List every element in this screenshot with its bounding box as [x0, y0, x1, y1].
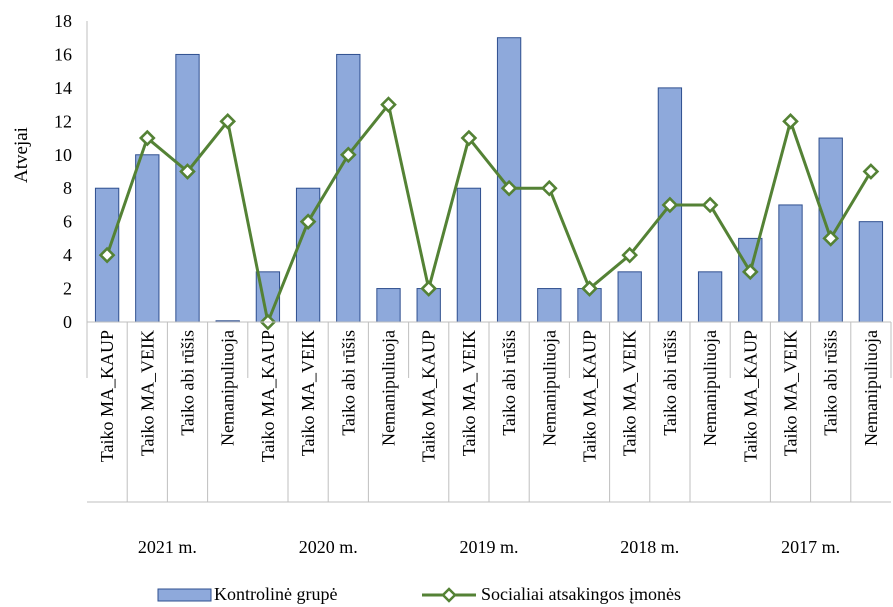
- line-point: [420, 280, 438, 297]
- y-tick-label: 2: [63, 279, 72, 299]
- legend-swatch-bar: [157, 588, 212, 602]
- line-point: [822, 230, 840, 247]
- x-axis: Taiko MA_KAUP Taiko MA_VEIK Taiko abi rūši…: [86, 321, 892, 557]
- legend-label-bar: Kontrolinė grupė: [214, 584, 337, 604]
- group-label: 2017 m.: [781, 537, 840, 557]
- x-tick-label: Nemanipuliuoja: [379, 330, 399, 446]
- legend-label-line: Socialiai atsakingos įmonės: [481, 584, 681, 604]
- line-point: [540, 179, 558, 197]
- y-tick-label: 18: [54, 11, 72, 31]
- y-tick-label: 16: [54, 44, 72, 64]
- y-tick-label: 14: [54, 78, 72, 98]
- line-point: [339, 146, 357, 164]
- line-point: [621, 246, 639, 264]
- bar: [778, 204, 803, 323]
- x-tick-label: Taiko abi rūšis: [821, 330, 841, 436]
- x-tick-label: Taiko MA_KAUP: [258, 330, 278, 462]
- x-tick-label: Nemanipuliuoja: [700, 330, 720, 446]
- y-tick-label: 10: [54, 145, 72, 165]
- x-tick-label: Taiko MA_VEIK: [781, 330, 801, 456]
- x-tick-label: Taiko MA_KAUP: [580, 330, 600, 462]
- group-label: 2019 m.: [459, 537, 518, 557]
- bar: [175, 53, 200, 323]
- bar: [617, 271, 642, 323]
- x-tick-label: Taiko MA_VEIK: [459, 330, 479, 456]
- x-tick-label: Nemanipuliuoja: [539, 330, 559, 446]
- y-axis-label: Atvejai: [11, 127, 32, 183]
- y-tick-label: 12: [54, 111, 72, 131]
- x-tick-label: Taiko abi rūšis: [660, 330, 680, 436]
- line-point: [460, 129, 478, 147]
- bar: [738, 237, 763, 323]
- legend: Kontrolinė grupė Socialiai atsakingos įm…: [157, 584, 681, 604]
- bar: [336, 53, 361, 323]
- bar: [697, 271, 723, 323]
- x-tick-label: Taiko MA_VEIK: [620, 330, 640, 456]
- group-label: 2020 m.: [299, 537, 358, 557]
- x-tick-label: Nemanipuliuoja: [861, 330, 881, 446]
- bar: [135, 154, 160, 323]
- x-tick-label: Taiko abi rūšis: [178, 330, 198, 436]
- line-point: [661, 196, 679, 214]
- line-point: [380, 96, 397, 113]
- bar: [858, 221, 884, 323]
- line-point: [219, 112, 237, 130]
- x-tick-label: Taiko abi rūšis: [338, 330, 358, 436]
- x-tick-label: Taiko MA_VEIK: [137, 330, 157, 456]
- group-label: 2021 m.: [138, 537, 197, 557]
- line-point: [581, 280, 598, 297]
- group-label: 2018 m.: [620, 537, 679, 557]
- y-axis: 0 2 4 6 8 10 12 14 16 18: [54, 11, 88, 332]
- x-tick-label: Nemanipuliuoja: [218, 330, 238, 446]
- line-point: [500, 179, 518, 197]
- line-point: [741, 263, 759, 281]
- bar: [376, 288, 401, 323]
- x-tick-label: Taiko MA_KAUP: [97, 330, 117, 462]
- legend-marker-diamond: [441, 587, 457, 603]
- y-tick-label: 0: [63, 312, 72, 332]
- line-point: [98, 246, 116, 264]
- line-series: [98, 96, 880, 331]
- y-tick-label: 4: [63, 245, 72, 265]
- line-point: [299, 213, 317, 231]
- bar-series: [94, 37, 884, 323]
- line-point: [179, 163, 196, 180]
- x-tick-label: Taiko MA_KAUP: [740, 330, 760, 462]
- bar: [537, 288, 562, 323]
- x-tick-label: Taiko abi rūšis: [499, 330, 519, 436]
- y-tick-label: 8: [63, 178, 72, 198]
- series-line: [105, 103, 873, 324]
- x-tick-label: Taiko MA_VEIK: [298, 330, 318, 456]
- x-tick-label: Taiko MA_KAUP: [419, 330, 439, 462]
- line-point: [782, 112, 799, 130]
- line-point: [701, 196, 719, 214]
- line-point: [862, 163, 880, 180]
- bar: [456, 187, 482, 323]
- bar: [818, 137, 843, 323]
- line-point: [138, 129, 156, 147]
- y-tick-label: 6: [63, 212, 72, 232]
